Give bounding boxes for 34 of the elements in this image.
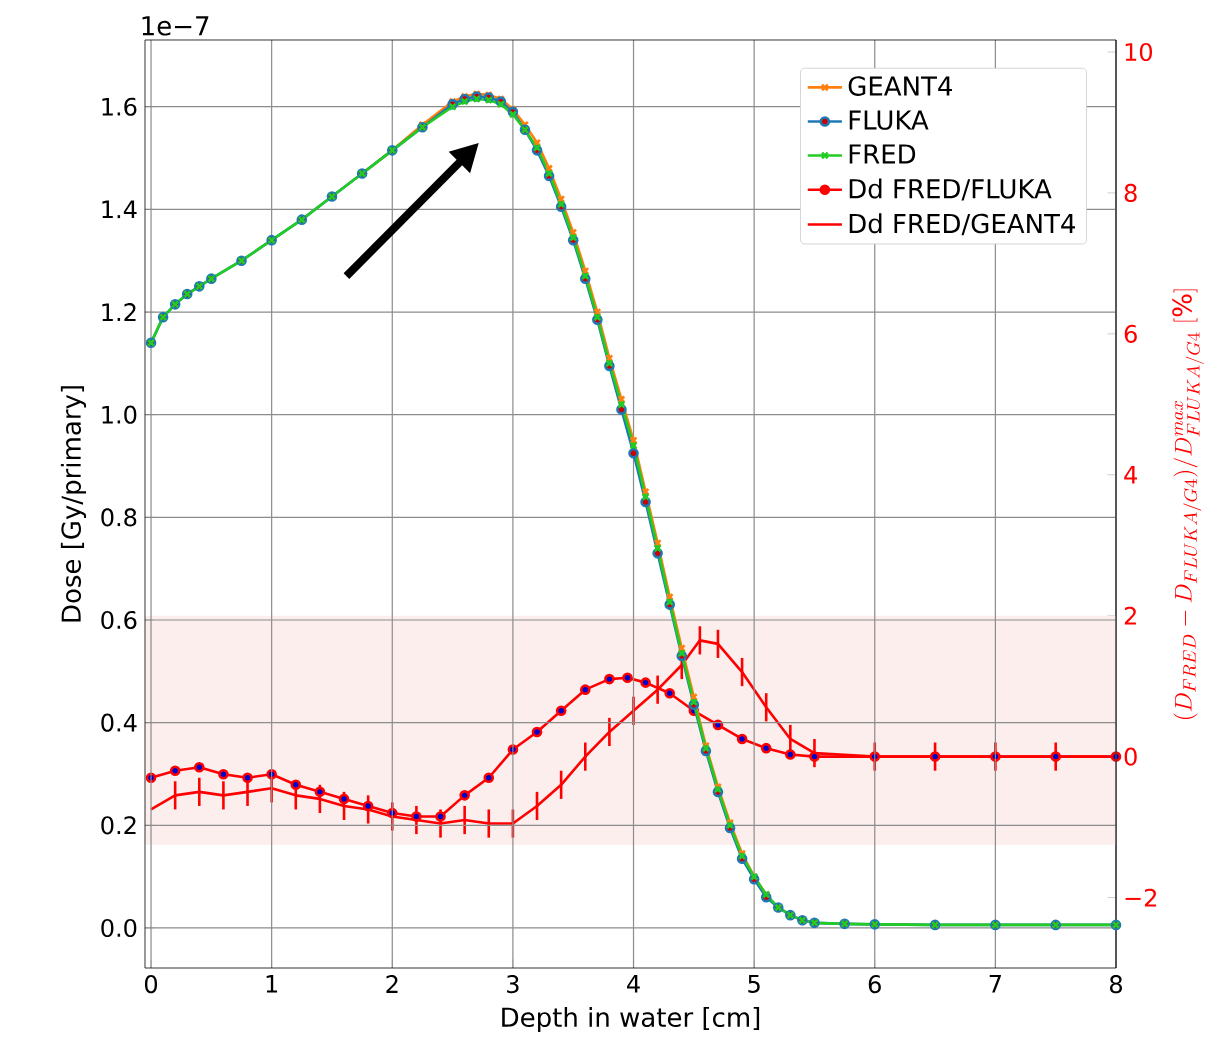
x-tick-label: 1 [266, 975, 278, 993]
y2-tick-label: 8 [1124, 183, 1137, 202]
y-axis-title: Dose [Gy/primary] [60, 386, 87, 622]
legend-label: Dd FRED/GEANT4 [849, 213, 1076, 236]
y2-tick-label: 0 [1124, 747, 1137, 766]
y2-axis-title: $(D_{FRED}-D_{FLUKA/G4})/D^{max}_{FLUKA/G4}\;[\%]$ [1172, 289, 1204, 720]
y-tick-label: 0.6 [101, 610, 137, 630]
legend-label: FLUKA [849, 110, 929, 130]
legend-label: GEANT4 [848, 76, 953, 96]
y2-tick-label: 2 [1124, 606, 1136, 625]
y2-tick-label: −2 [1125, 888, 1157, 907]
x-tick-label: 7 [989, 975, 1001, 993]
x-tick-label: 6 [868, 975, 881, 994]
y2-tick-label: 6 [1124, 324, 1137, 343]
y-tick-label: 1.2 [102, 303, 136, 321]
y2-tick-label: 4 [1124, 466, 1137, 484]
x-tick-label: 8 [1110, 975, 1122, 994]
y-tick-label: 1.6 [102, 97, 137, 116]
y-tick-label: 1.4 [102, 200, 137, 219]
y-tick-label: 0.0 [101, 918, 137, 938]
y-tick-label: 0.8 [101, 508, 137, 527]
y-tick-label: 0.2 [101, 816, 136, 835]
x-tick-label: 2 [386, 975, 398, 993]
x-tick-label: 0 [144, 975, 158, 994]
y2-tick-label: 10 [1125, 42, 1153, 62]
x-tick-label: 4 [627, 975, 640, 993]
text: 1e−7 [142, 16, 209, 36]
y-tick-label: 1.0 [102, 405, 137, 424]
legend-label: Dd FRED/FLUKA [849, 178, 1052, 201]
legend-label: FRED [849, 144, 916, 164]
y-tick-label: 0.4 [101, 713, 137, 732]
x-tick-label: 3 [507, 975, 519, 994]
x-axis-title: Depth in water [cm] [502, 1006, 760, 1033]
x-tick-label: 5 [748, 975, 760, 993]
